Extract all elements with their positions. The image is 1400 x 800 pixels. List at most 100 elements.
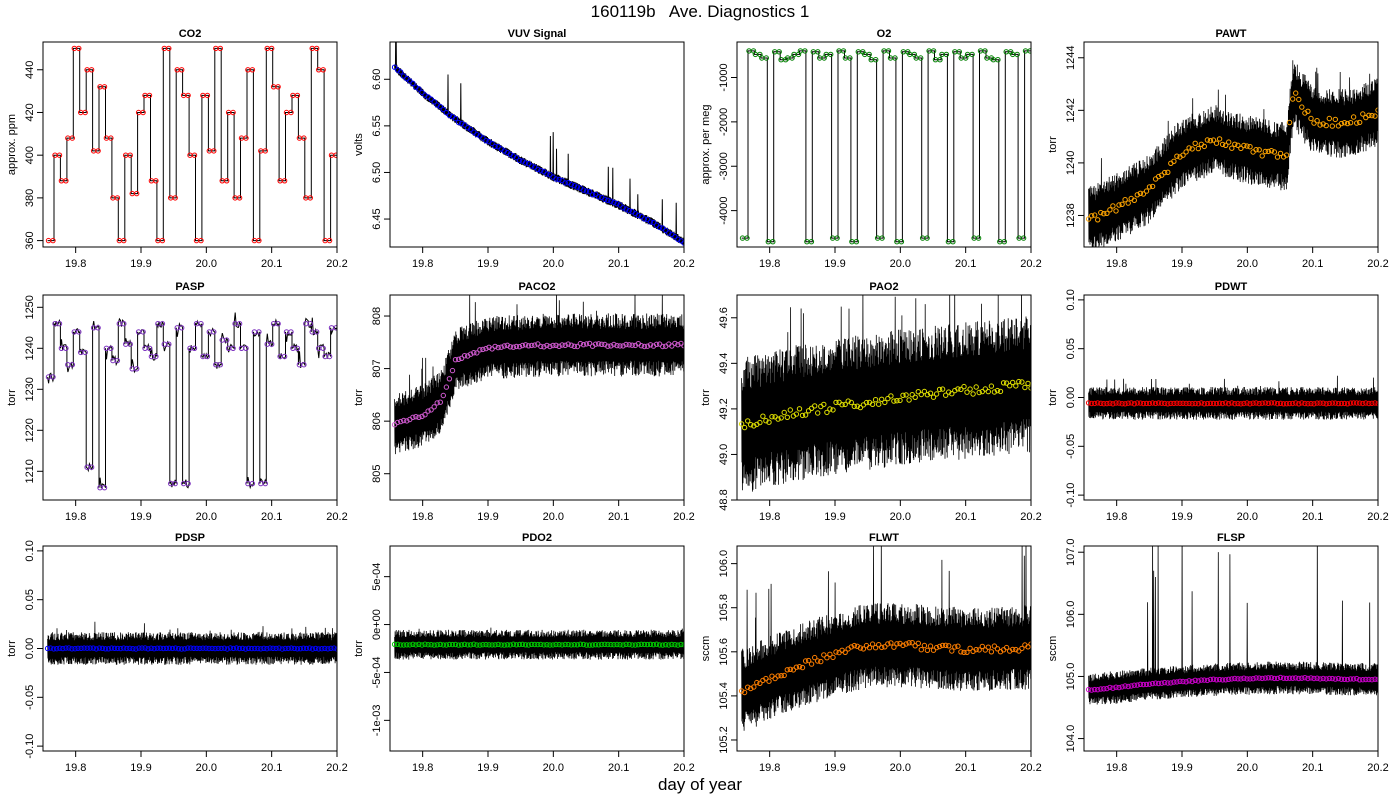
average-point [1183,679,1189,685]
average-point [1308,400,1314,407]
average-point [943,51,950,58]
average-point [1116,202,1122,208]
average-point [474,350,480,356]
average-point [296,362,303,368]
average-point [273,645,279,652]
average-point [294,92,301,99]
average-point [1088,213,1095,219]
average-point [489,140,495,147]
average-point [748,685,754,692]
average-point [1149,680,1156,687]
average-point [617,202,623,208]
average-point [1302,400,1308,407]
average-point [784,414,790,420]
average-point [269,341,275,347]
average-point [568,181,574,188]
average-point [166,645,173,651]
average-point [1235,142,1241,149]
average-point [431,404,437,410]
average-point [50,374,56,380]
average-point [133,646,139,652]
average-point [556,176,562,183]
average-point [1186,145,1192,151]
average-point [885,48,892,54]
average-point [812,654,818,661]
average-point [529,163,535,169]
average-point [443,110,450,116]
average-point [114,357,121,364]
average-point [672,642,678,648]
average-point [468,126,474,133]
average-point [1210,400,1217,407]
average-point [1290,675,1296,681]
average-point [507,344,513,350]
average-point [562,342,568,348]
average-point [1293,675,1299,681]
average-points-pasp [45,321,337,491]
average-point [1192,140,1198,147]
average-point [1268,675,1275,681]
average-point [1271,675,1278,682]
average-point [1025,380,1031,387]
y-axis-label: torr [700,389,712,406]
average-point [1001,239,1007,245]
average-point [1375,107,1378,113]
average-point [1314,118,1320,124]
average-point [215,645,221,652]
average-point [830,654,836,661]
average-point [1116,400,1122,406]
average-point [653,341,660,347]
plot-frame-vuv-signal [389,41,685,248]
average-point [108,135,114,141]
average-point [866,51,872,58]
average-point [294,646,301,652]
average-point [1305,108,1311,115]
average-point [1290,96,1296,102]
plot-area-co2 [45,45,337,244]
average-point [553,176,559,182]
y-tick-label: 1244 [1065,46,1077,70]
average-point [544,642,550,648]
average-point [1119,684,1125,690]
average-point [140,109,146,116]
y-tick-label: 0.05 [24,589,36,610]
x-tick-label: 20.0 [1237,258,1258,270]
raw-trace-pdsp [47,621,337,665]
average-point [933,644,940,651]
chart-title: PAO2 [869,281,898,293]
average-point [1122,683,1128,689]
average-point [99,645,106,651]
average-point [763,55,769,61]
average-point [1213,400,1220,407]
average-point [328,645,334,651]
average-point [589,642,596,648]
raw-trace-o2 [741,50,1031,243]
average-point [1360,400,1366,407]
average-point [1338,400,1345,407]
average-point [599,641,605,648]
average-point [1350,676,1357,682]
average-point [75,645,81,651]
average-point [577,340,584,347]
average-point [256,329,262,335]
average-point [458,642,465,648]
average-point [1010,646,1016,653]
average-point [741,689,748,696]
average-point [1113,684,1119,690]
average-point [763,418,769,424]
average-points-co2 [45,45,337,244]
average-point [525,343,532,349]
average-point [866,645,873,651]
average-point [232,321,238,327]
chart-title: PDO2 [522,532,552,544]
average-point [638,641,644,647]
average-point [1110,401,1116,407]
average-point [1098,400,1104,406]
x-tick-label: 19.9 [1171,511,1192,523]
average-point [63,178,69,184]
average-point [249,480,256,487]
average-point [571,642,577,648]
chart-title: PAWT [1216,28,1247,40]
average-point [218,645,224,652]
average-point [961,649,967,656]
